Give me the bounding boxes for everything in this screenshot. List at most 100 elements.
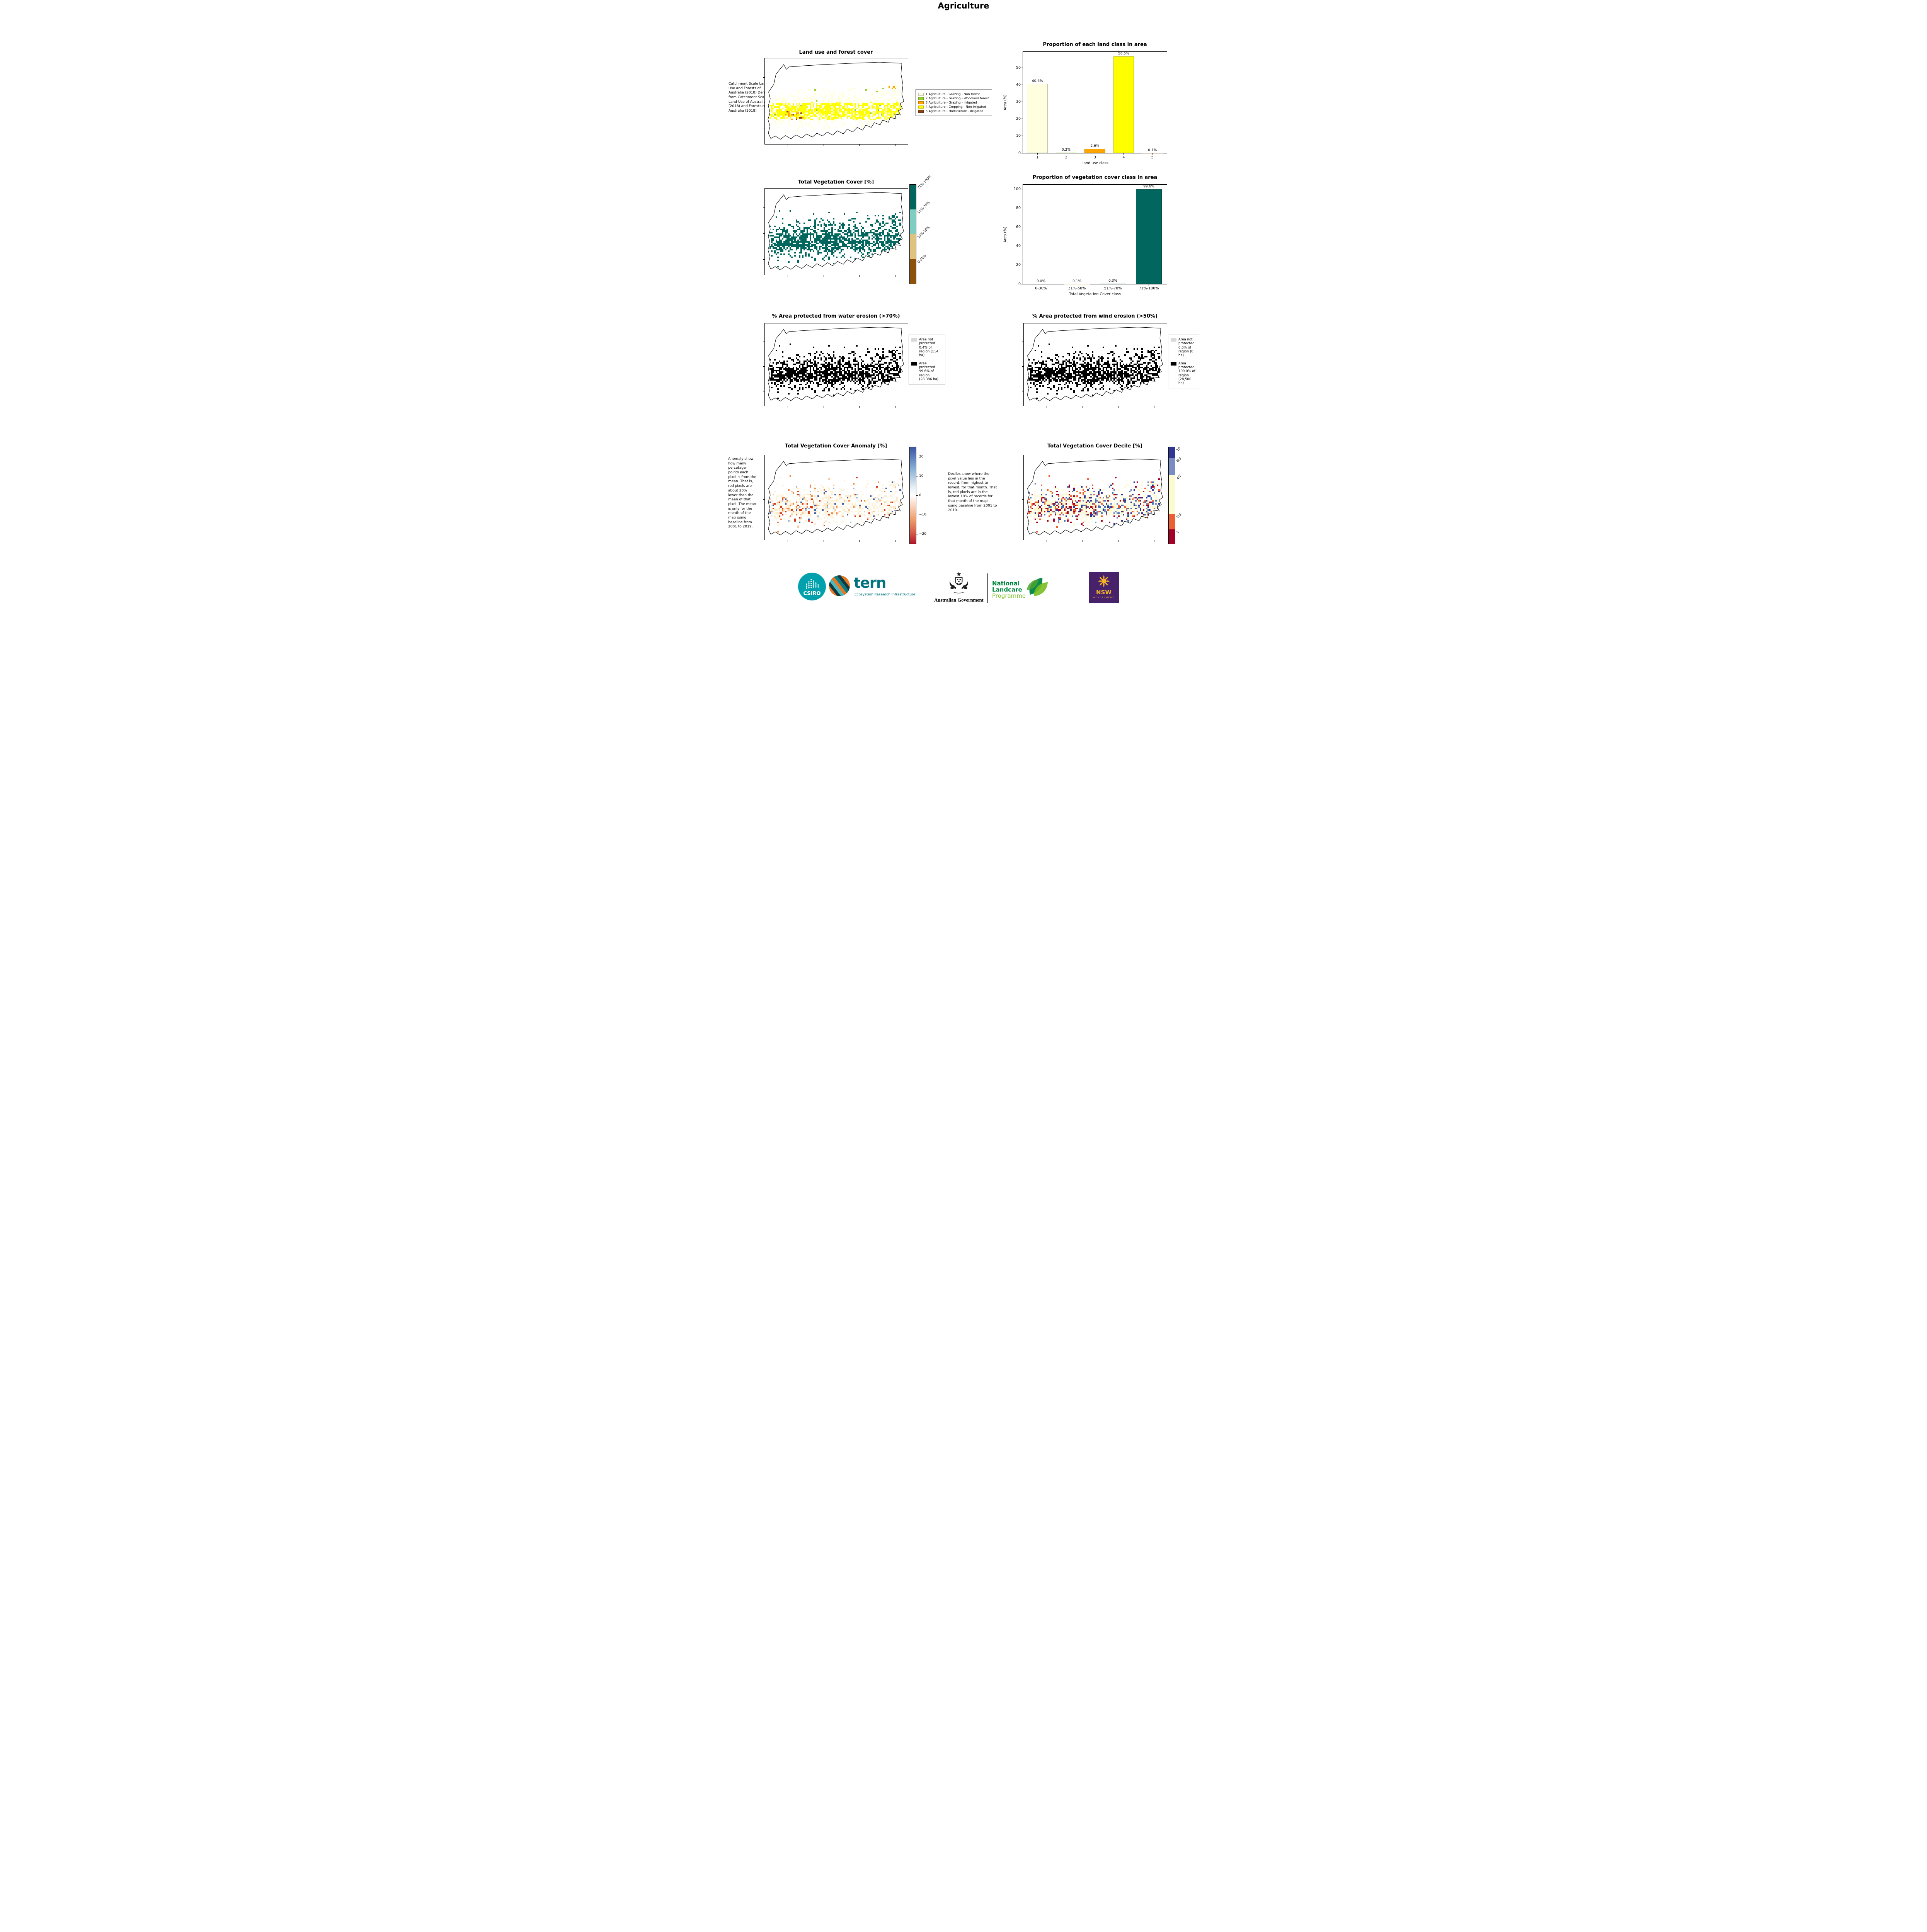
colorbar-label: 31%-50% [917,225,931,240]
legend-entry: Area not protected 0.0% of region (0 ha) [1171,338,1197,358]
colorbar-tick-label: 20 [919,454,924,459]
x-tick-label: 0-30% [1035,286,1047,291]
x-tick-label: 2 [1065,155,1067,160]
colorbar-label: 10 [1176,446,1182,452]
colorbar-segment [910,209,916,235]
legend-entry-label: 4 Agriculture - Cropping - Non-irrigated [926,105,986,109]
legend-entry-label: 2 Agriculture - Grazing - Woodland fores… [926,97,989,100]
y-tick-label: 60 [1016,225,1021,230]
landuse-legend: 1 Agriculture - Grazing - Non forest 2 Ag… [915,89,992,116]
vegcover-map-title: Total Vegetation Cover [%] [798,179,874,185]
water-erosion-map [765,323,908,406]
landcare-leaves [1022,575,1049,599]
vegcover-colorbar: 71%-100% 51%-70% 31%-50% 0-30% [909,175,932,284]
x-axis-label: Total Vegetation Cover class [1069,292,1121,296]
landcare-wordmark: National Landcare Programme [992,580,1026,599]
landcare-line-2: Landcare [992,586,1022,594]
legend-entry-label: Area not protected 0.4% of region (114 h… [919,338,938,358]
land-class-chart-title: Proportion of each land class in area [1043,42,1147,48]
y-tick-label: 10 [1016,134,1021,138]
vegcover-map [765,189,908,275]
legend-entry-label: Area protected 99.6% of region (28,386 h… [919,361,939,381]
map-y-tick [763,259,764,260]
y-axis-label: Area (%) [1003,94,1008,111]
colorbar-segment [1169,475,1175,514]
decile-note: Deciles show where the pixel value lies … [948,472,997,512]
x-tick [1037,153,1038,155]
bar-value-label: 56.5% [1118,52,1129,56]
wind-erosion-map-frame [1022,323,1167,408]
map-y-tick [763,233,764,234]
colorbar-label: 8:9 [1176,456,1183,463]
map-x-tick [859,540,860,542]
legend-swatch [1171,362,1176,366]
csiro-dot-pattern [806,579,819,589]
nsw-logo: NSW GOVERNMENT [1089,572,1119,603]
x-tick-label: 4 [1122,155,1125,160]
map-y-tick [1022,499,1023,500]
map-y-tick [763,499,764,500]
colorbar-segment [910,234,916,259]
map-y-tick [1022,366,1023,367]
legend-entry: 5 Agriculture - Horticulture - Irrigated [918,109,989,113]
map-x-tick [859,406,860,408]
landuse-map-frame [763,58,908,146]
tern-tagline: Ecosystem Research Infrastructure [855,593,916,597]
bar-value-label: 0.0% [1037,279,1045,283]
colorbar-segment [910,185,916,210]
anomaly-map-frame [763,455,908,542]
bar-value-label: 0.1% [1148,148,1157,152]
legend-swatch [918,109,924,113]
water-erosion-legend: Area not protected 0.4% of region (114 h… [909,335,945,385]
y-tick-label: 40 [1016,244,1021,248]
water-erosion-title: % Area protected from water erosion (>70… [772,313,900,319]
bar-71%-100% [1136,189,1162,284]
bar-3 [1084,148,1105,153]
colorbar-label: 0-30% [917,254,927,264]
colorbar-segment [1169,447,1175,458]
ausgov-wordmark: Australian Government [934,597,984,603]
bar-value-label: 0.3% [1108,279,1117,283]
colorbar-segment [1169,457,1175,475]
x-axis-label: Land use class [1081,161,1108,165]
nsw-government-label: GOVERNMENT [1093,597,1114,599]
colorbar-label: 4:7 [1176,474,1183,481]
y-tick-label: 40 [1016,82,1021,87]
bar-value-label: 40.6% [1032,79,1043,83]
legend-entry: 3 Agriculture - Grazing - Irrigated [918,101,989,104]
colorbar-label: 1 [1176,530,1180,535]
decile-map-frame [1022,455,1167,542]
colorbar-label: 2:3 [1176,512,1183,519]
csiro-logo-icon: CSIRO [798,573,826,600]
decile-map-title: Total Vegetation Cover Decile [%] [1047,443,1142,449]
colorbar-label: 71%-100% [917,174,933,190]
y-tick-label: 20 [1016,117,1021,121]
landuse-map-title: Land use and forest cover [799,49,873,55]
legend-swatch [1171,338,1176,342]
legend-entry-label: Area protected 100.0% of region (28,500 … [1178,361,1195,386]
legend-swatch [918,101,924,104]
y-tick-label: 80 [1016,206,1021,210]
bar-1 [1027,83,1048,153]
veg-class-chart-title: Proportion of vegetation cover class in … [1032,175,1158,180]
legend-entry: Area not protected 0.4% of region (114 h… [911,338,943,358]
anomaly-note: Anomaly show how many percetage points e… [728,457,756,529]
decile-colorbar: 10 8:9 4:7 2:3 1 [1168,447,1182,544]
y-tick-label: 100 [1013,187,1021,191]
colorbar-segment [1169,529,1175,544]
legend-swatch [918,97,924,100]
anomaly-colorbar: 20 10 0 −10 −20 [909,447,926,544]
colorbar-tick-label: 0 [919,493,921,497]
footer-divider [987,573,988,603]
bar-value-label: 99.6% [1143,185,1154,189]
y-tick-label: 0 [1018,151,1021,155]
land-class-chart-plot: 0 10 20 30 40 50 1 40.6% 2 0.2% 3 2.6% 4 56.5% 5 0.1% La… [1003,51,1167,165]
waratah-icon [1098,575,1110,587]
colorbar-segment [1169,514,1175,529]
bar-4 [1113,56,1134,153]
map-x-tick [859,145,860,146]
vegcover-map-frame [763,188,908,277]
map-x-tick [859,275,860,277]
x-tick-label: 3 [1093,155,1096,160]
tern-wordmark: tern [854,575,886,591]
